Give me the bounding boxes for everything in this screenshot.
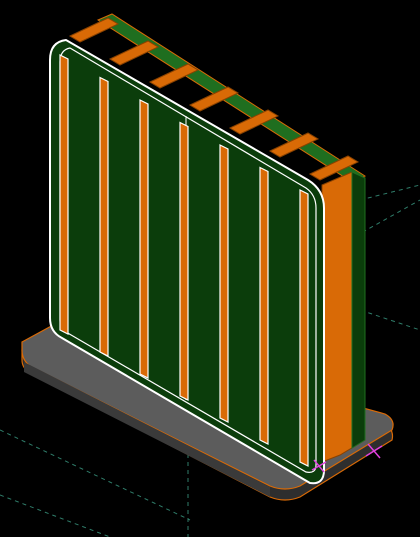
divider-fin [228, 109, 280, 135]
contact-slot [259, 166, 269, 445]
contact-slot [299, 189, 309, 467]
divider-fin [68, 17, 120, 43]
divider-fin [268, 132, 320, 158]
contact-slot [59, 54, 69, 335]
contact-slot [219, 144, 229, 423]
divider-fin [108, 40, 160, 66]
contact-slot [179, 121, 189, 401]
origin-cross-marker [311, 459, 327, 473]
end-cross-marker [365, 443, 383, 459]
divider-fin [308, 155, 360, 181]
divider-fin [188, 86, 240, 112]
divider-fin [148, 63, 200, 89]
contact-slot [99, 76, 109, 357]
divider-fins [68, 17, 360, 181]
contact-slots [59, 54, 309, 467]
contact-slot [139, 99, 149, 379]
